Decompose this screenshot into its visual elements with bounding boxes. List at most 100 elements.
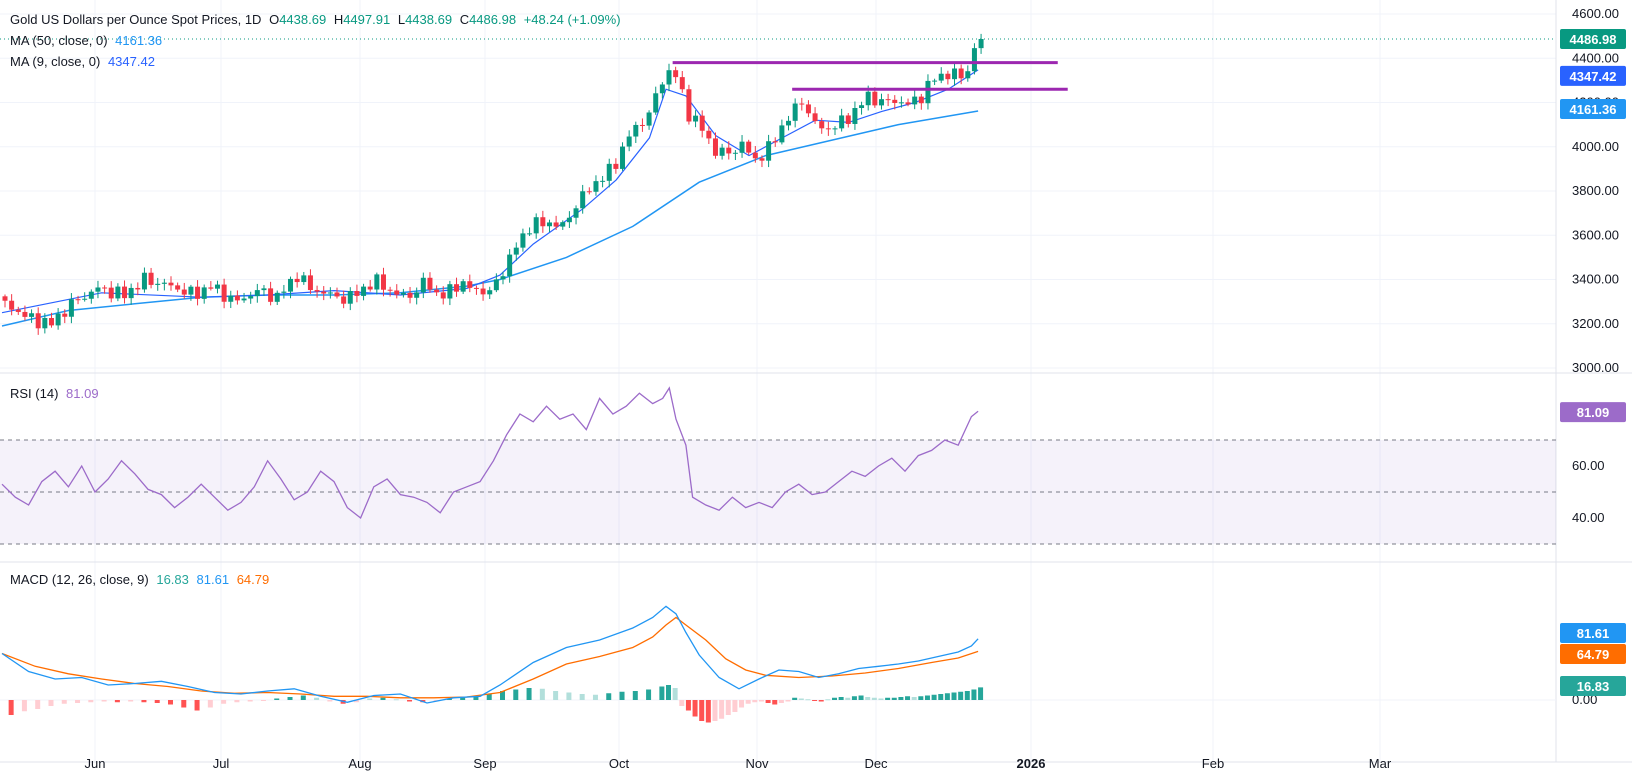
macd-histogram-bar[interactable] <box>891 697 897 700</box>
macd-histogram-bar[interactable] <box>48 700 54 706</box>
macd-histogram-bar[interactable] <box>978 687 984 700</box>
candle[interactable] <box>168 282 174 286</box>
candle[interactable] <box>520 233 526 248</box>
candle[interactable] <box>500 276 506 280</box>
rsi-line[interactable] <box>1 386 979 520</box>
candle[interactable] <box>772 141 778 143</box>
candle[interactable] <box>420 277 426 293</box>
macd-histogram-bar[interactable] <box>473 695 479 701</box>
macd-histogram-bar[interactable] <box>553 691 559 700</box>
macd-histogram-bar[interactable] <box>838 697 844 700</box>
macd-histogram-bar[interactable] <box>745 700 751 704</box>
macd-histogram-bar[interactable] <box>154 700 160 703</box>
candle[interactable] <box>141 272 147 290</box>
macd-histogram-bar[interactable] <box>765 700 771 703</box>
candle[interactable] <box>480 288 486 295</box>
candle[interactable] <box>925 80 931 104</box>
candle[interactable] <box>281 291 287 293</box>
candle[interactable] <box>978 39 984 49</box>
candle[interactable] <box>892 99 898 103</box>
macd-histogram-bar[interactable] <box>287 697 293 700</box>
candle[interactable] <box>135 287 141 290</box>
macd-histogram-bar[interactable] <box>719 700 725 719</box>
candle[interactable] <box>626 136 632 147</box>
macd-histogram-bar[interactable] <box>539 688 545 700</box>
candle[interactable] <box>639 124 645 126</box>
candle[interactable] <box>786 120 792 126</box>
macd-histogram-bar[interactable] <box>393 699 399 701</box>
macd-legend[interactable]: MACD (12, 26, close, 9) 16.83 81.61 64.7… <box>10 572 273 587</box>
candle[interactable] <box>9 300 15 310</box>
macd-histogram-bar[interactable] <box>685 700 691 711</box>
candle[interactable] <box>108 287 114 299</box>
candle[interactable] <box>380 274 386 290</box>
candle[interactable] <box>560 222 566 227</box>
macd-histogram-bar[interactable] <box>380 697 386 700</box>
macd-histogram-bar[interactable] <box>247 700 253 702</box>
candle[interactable] <box>102 287 108 289</box>
candle[interactable] <box>467 281 473 288</box>
macd-histogram-bar[interactable] <box>924 695 930 701</box>
candle[interactable] <box>832 128 838 130</box>
macd-histogram-bar[interactable] <box>964 691 970 700</box>
candle[interactable] <box>427 277 433 290</box>
candle[interactable] <box>600 180 606 182</box>
candle[interactable] <box>161 282 167 284</box>
candle[interactable] <box>354 291 360 296</box>
macd-histogram-bar[interactable] <box>931 694 937 700</box>
macd-histogram-bar[interactable] <box>592 694 598 700</box>
candle[interactable] <box>148 272 154 285</box>
candle[interactable] <box>819 121 825 129</box>
macd-histogram-bar[interactable] <box>327 700 333 702</box>
candle[interactable] <box>261 288 267 291</box>
macd-line[interactable] <box>1 605 979 704</box>
macd-histogram-bar[interactable] <box>194 700 200 711</box>
macd-histogram-bar[interactable] <box>75 700 81 703</box>
macd-histogram-bar[interactable] <box>732 700 738 712</box>
macd-histogram-bar[interactable] <box>606 693 612 700</box>
macd-histogram-bar[interactable] <box>918 696 924 700</box>
candle[interactable] <box>447 284 453 299</box>
candle[interactable] <box>387 289 393 291</box>
candle[interactable] <box>347 291 353 304</box>
candle[interactable] <box>400 292 406 295</box>
macd-histogram-bar[interactable] <box>944 693 950 700</box>
macd-histogram-bar[interactable] <box>260 700 266 701</box>
candle[interactable] <box>188 286 194 295</box>
macd-histogram-bar[interactable] <box>486 694 492 700</box>
macd-histogram-bar[interactable] <box>785 700 791 702</box>
candle[interactable] <box>766 141 772 161</box>
candle[interactable] <box>214 284 220 289</box>
candle[interactable] <box>327 292 333 294</box>
macd-histogram-bar[interactable] <box>500 691 505 700</box>
candle[interactable] <box>739 141 745 153</box>
macd-histogram-bar[interactable] <box>818 700 824 702</box>
candle[interactable] <box>852 108 858 124</box>
candle[interactable] <box>706 130 712 139</box>
candle[interactable] <box>932 80 938 82</box>
macd-histogram-bar[interactable] <box>938 694 944 700</box>
candle[interactable] <box>361 286 367 296</box>
candle[interactable] <box>546 222 552 227</box>
macd-histogram-bar[interactable] <box>679 700 685 706</box>
candle[interactable] <box>294 278 300 283</box>
candle[interactable] <box>885 99 891 101</box>
macd-histogram-bar[interactable] <box>832 697 837 700</box>
candle[interactable] <box>48 318 54 326</box>
candle[interactable] <box>566 217 572 223</box>
candle[interactable] <box>314 290 320 292</box>
macd-histogram-bar[interactable] <box>911 697 917 700</box>
candle[interactable] <box>288 278 294 292</box>
macd-histogram-bar[interactable] <box>858 695 864 701</box>
candle[interactable] <box>95 287 101 292</box>
candle[interactable] <box>513 247 519 255</box>
candle[interactable] <box>155 283 161 285</box>
macd-histogram-bar[interactable] <box>234 700 240 703</box>
macd-histogram-bar[interactable] <box>778 700 784 703</box>
macd-histogram-bar[interactable] <box>772 700 778 705</box>
time-axis[interactable]: Jun Jul Aug Sep Oct Nov Dec 2026 Feb Mar <box>85 756 1392 771</box>
macd-histogram-bar[interactable] <box>851 696 857 700</box>
candle[interactable] <box>2 296 8 301</box>
macd-histogram-bar[interactable] <box>885 697 891 700</box>
candle[interactable] <box>958 68 964 79</box>
